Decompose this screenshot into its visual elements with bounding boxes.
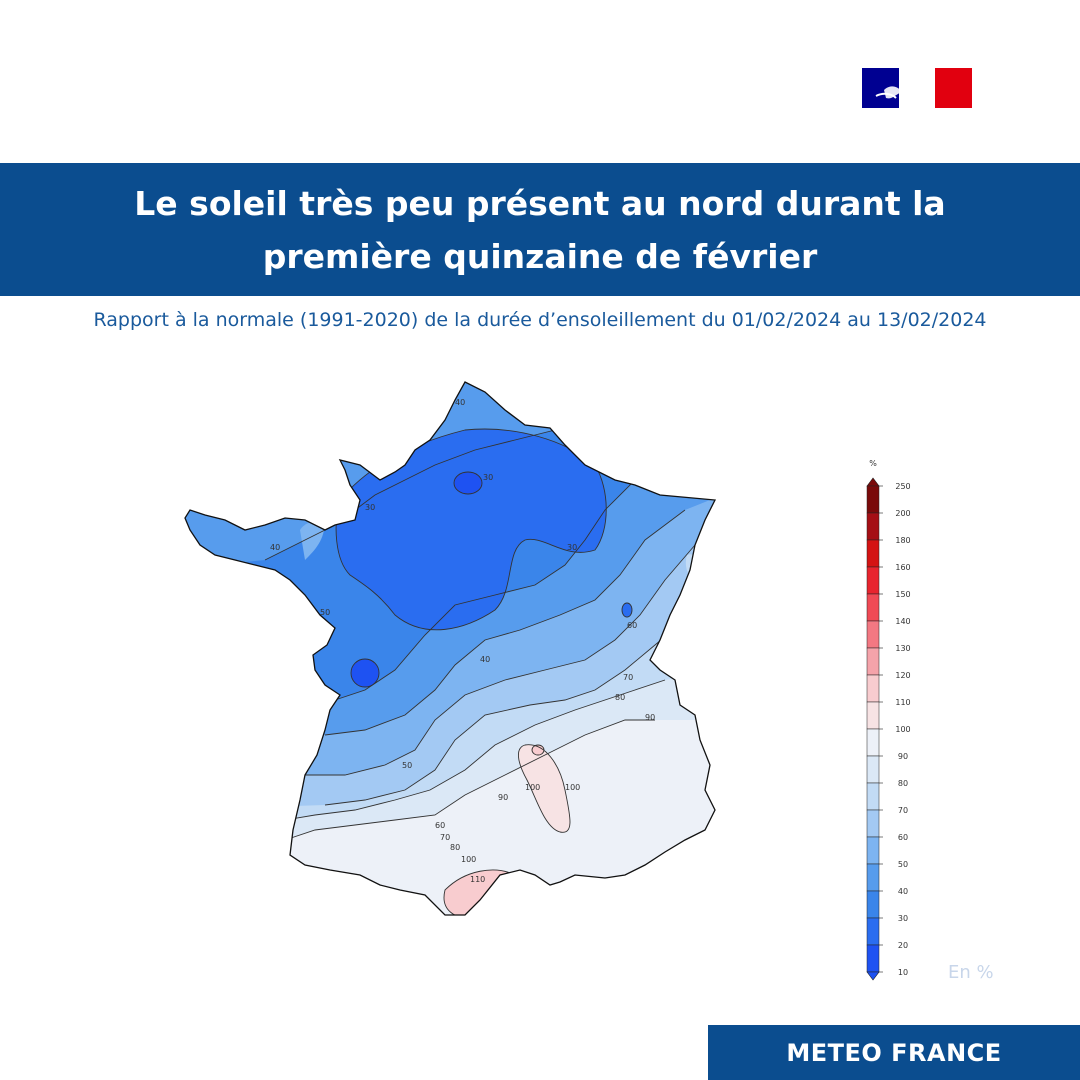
color-legend: % 250 200 180 160 150 140 130 120 110 100 90 80 70 60… [866,459,911,981]
legend-tick-label: 80 [898,779,908,788]
legend-color-band [866,890,880,919]
legend-color-band [866,917,880,946]
title-line-2: première quinzaine de février [262,236,818,276]
contour-label: 100 [461,855,476,864]
legend-color-band [866,674,880,703]
legend-color-band [866,701,880,730]
page-title: Le soleil très peu présent au nord duran… [134,177,945,283]
contour-label: 40 [270,543,280,552]
legend-color-band [866,512,880,541]
legend-color-band [866,593,880,622]
legend-color-band [866,755,880,784]
contour-label: 70 [440,833,450,842]
legend-tick-label: 110 [895,698,910,707]
legend-tick-label: 20 [898,941,908,950]
contour-labels: 40 30 30 40 50 30 40 50 60 70 80 90 100 … [270,398,655,884]
subtitle: Rapport à la normale (1991-2020) de la d… [93,309,987,331]
title-banner: Le soleil très peu présent au nord duran… [0,163,1080,296]
contour-label: 50 [402,761,412,770]
contour-label: 70 [623,673,633,682]
contour-lines [264,409,715,915]
contour-label: 30 [567,543,577,552]
legend-tick-label: 200 [895,509,910,518]
legend-color-band [866,485,880,514]
legend-arrow-top [866,477,880,487]
legend-tick-label: 30 [898,914,908,923]
legend-tick-label: 130 [895,644,910,653]
legend-arrow-bottom [866,971,880,981]
brand-banner: METEO FRANCE [708,1025,1080,1080]
legend-color-band [866,539,880,568]
legend-tick-label: 50 [898,860,908,869]
legend-tick-label: 150 [895,590,910,599]
legend-color-band [866,647,880,676]
legend-tick-label: 160 [895,563,910,572]
legend-tick-label: 140 [895,617,910,626]
title-line-1: Le soleil très peu présent au nord duran… [134,183,946,223]
legend-unit: % [869,459,877,468]
contour-label: 40 [455,398,465,407]
brand-name: METEO FRANCE [786,1038,1002,1067]
contour-label: 80 [615,693,625,702]
legend-color-band [866,728,880,757]
contour-label: 90 [498,793,508,802]
contour-label: 110 [470,875,485,884]
legend-color-band [866,944,880,973]
contour-label: 100 [525,783,540,792]
legend-tick-label: 60 [898,833,908,842]
legend-unit-label: En % [948,962,994,983]
legend-tick-label: 180 [895,536,910,545]
contour-label: 40 [480,655,490,664]
legend-color-band [866,566,880,595]
marianne-logo [862,68,972,108]
contour-label: 60 [435,821,445,830]
legend-color-band [866,836,880,865]
legend-color-band [866,620,880,649]
france-sunshine-map: 40 30 30 40 50 30 40 50 60 70 80 90 100 … [184,381,717,916]
legend-color-band [866,782,880,811]
contour-zones [185,382,715,915]
legend-tick-label: 100 [895,725,910,734]
france-coastline [184,381,717,916]
contour-label: 90 [645,713,655,722]
contour-label: 60 [627,621,637,630]
legend-tick-label: 90 [898,752,908,761]
legend-color-band [866,809,880,838]
legend-tick-label: 120 [895,671,910,680]
contour-label: 100 [565,783,580,792]
contour-label: 80 [450,843,460,852]
legend-color-band [866,863,880,892]
contour-label: 30 [365,503,375,512]
contour-label: 30 [483,473,493,482]
legend-tick-label: 70 [898,806,908,815]
legend-tick-label: 10 [898,968,908,977]
legend-tick-label: 250 [895,482,910,491]
contour-label: 50 [320,608,330,617]
legend-tick-label: 40 [898,887,908,896]
